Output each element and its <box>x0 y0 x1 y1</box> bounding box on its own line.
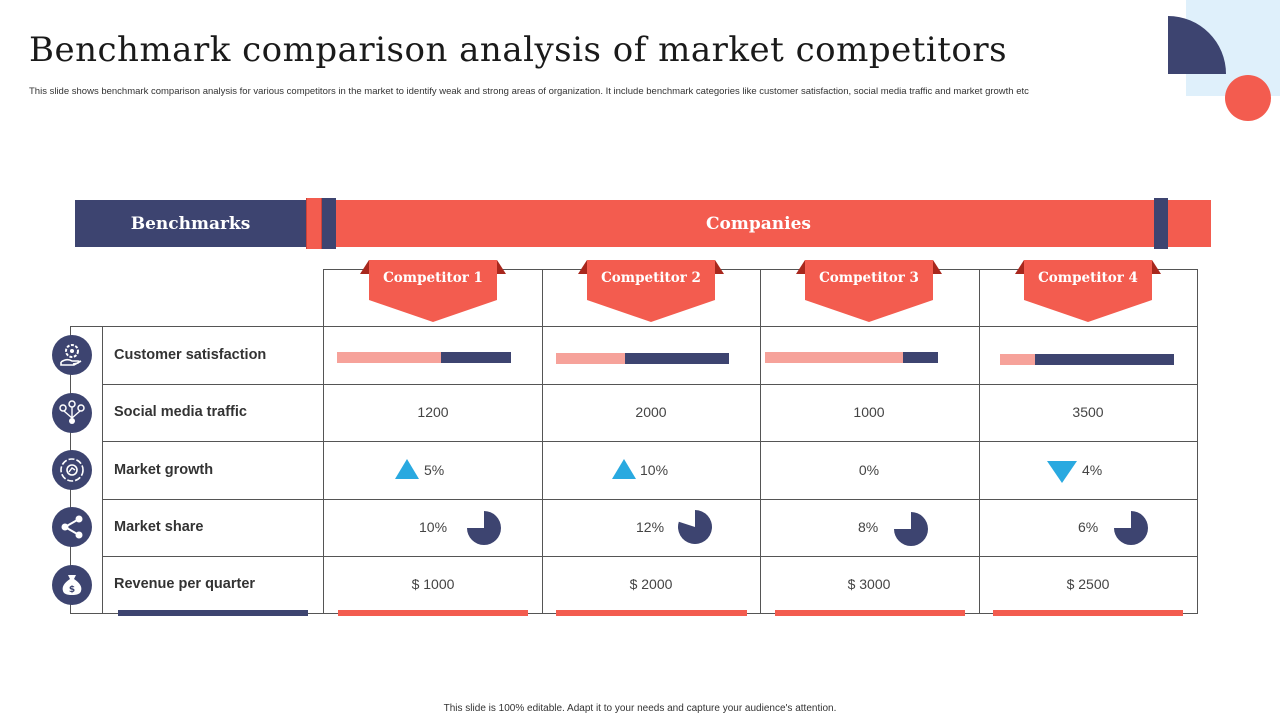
page-subtitle: This slide shows benchmark comparison an… <box>29 86 1029 97</box>
row-divider <box>102 499 1198 500</box>
row-label-social-media-traffic: Social media traffic <box>114 404 247 420</box>
competitor-3-ribbon: Competitor 3 <box>796 260 942 322</box>
social-media-traffic-value: 2000 <box>635 404 667 420</box>
column-divider <box>323 326 324 614</box>
up-arrow-icon <box>612 459 636 479</box>
customer-satisfaction-bar <box>1000 354 1174 365</box>
market-growth-value: 0% <box>858 462 880 478</box>
market-growth-value: 5% <box>424 462 445 478</box>
competitor-2-ribbon: Competitor 2 <box>578 260 724 322</box>
column-divider <box>979 269 980 614</box>
competitor-4-ribbon: Competitor 4 <box>1015 260 1161 322</box>
competitor-1-ribbon: Competitor 1 <box>360 260 506 322</box>
svg-text:$: $ <box>69 585 75 595</box>
bottom-accent-bar <box>993 610 1183 616</box>
header-divider-tab <box>306 198 322 249</box>
social-media-traffic-value: 1200 <box>417 404 449 420</box>
row-label-customer-satisfaction: Customer satisfaction <box>114 347 267 363</box>
market-share-value: 8% <box>858 519 879 535</box>
bar-light-part <box>765 352 903 363</box>
competitor-3-label: Competitor 3 <box>819 270 919 286</box>
network-icon <box>52 393 92 433</box>
row-divider <box>102 441 1198 442</box>
market-growth-value: 4% <box>1082 462 1103 478</box>
row-divider <box>102 384 1198 385</box>
table-edge <box>70 613 103 614</box>
market-share-value: 12% <box>636 519 665 535</box>
market-share-pie-icon <box>894 512 928 546</box>
market-share-value: 6% <box>1078 519 1099 535</box>
customer-satisfaction-bar <box>556 353 729 364</box>
market-share-pie-icon <box>677 510 712 544</box>
column-divider <box>760 269 761 614</box>
row-label-market-share: Market share <box>114 519 204 535</box>
bar-dark-part <box>903 352 938 363</box>
social-media-traffic-value: 1000 <box>853 404 885 420</box>
revenue-per-quarter-value: $ 3000 <box>847 576 891 592</box>
bottom-accent-bar <box>338 610 528 616</box>
share-icon <box>52 507 92 547</box>
bottom-accent-bar <box>118 610 308 616</box>
revenue-per-quarter-value: $ 2000 <box>629 576 673 592</box>
bottom-accent-bar <box>556 610 747 616</box>
market-growth-value: 10% <box>640 462 669 478</box>
bar-light-part <box>556 353 625 364</box>
bar-light-part <box>1000 354 1035 365</box>
bar-light-part <box>337 352 441 363</box>
footer-note: This slide is 100% editable. Adapt it to… <box>443 703 837 714</box>
customer-satisfaction-bar <box>765 352 938 363</box>
corner-decoration-dot <box>1225 75 1271 121</box>
header-divider-tab <box>1154 198 1168 249</box>
benchmarks-header: Benchmarks <box>75 200 306 247</box>
up-arrow-icon <box>395 459 419 479</box>
money-bag-icon: $ <box>52 565 92 605</box>
bottom-accent-bar <box>775 610 965 616</box>
header-divider-tab <box>322 198 336 249</box>
customer-satisfaction-bar <box>337 352 511 363</box>
gear-hand-icon <box>52 335 92 375</box>
row-divider <box>102 556 1198 557</box>
row-label-market-growth: Market growth <box>114 462 214 478</box>
bar-dark-part <box>441 352 511 363</box>
market-share-pie-icon <box>467 511 501 545</box>
down-arrow-icon <box>1047 461 1077 483</box>
bar-dark-part <box>1035 354 1174 365</box>
row-label-revenue-per-quarter: Revenue per quarter <box>114 576 256 592</box>
growth-cycle-icon <box>52 450 92 490</box>
revenue-per-quarter-value: $ 2500 <box>1066 576 1110 592</box>
revenue-per-quarter-value: $ 1000 <box>411 576 455 592</box>
companies-header: Companies <box>306 200 1211 247</box>
competitor-4-label: Competitor 4 <box>1038 270 1138 286</box>
competitor-1-label: Competitor 1 <box>383 270 483 286</box>
social-media-traffic-value: 3500 <box>1072 404 1104 420</box>
competitor-2-label: Competitor 2 <box>601 270 701 286</box>
market-share-value: 10% <box>419 519 448 535</box>
bar-dark-part <box>625 353 729 364</box>
market-share-pie-icon <box>1114 511 1148 545</box>
page-title: Benchmark comparison analysis of market … <box>29 30 1008 70</box>
table-edge <box>70 326 103 327</box>
column-divider <box>542 269 543 614</box>
